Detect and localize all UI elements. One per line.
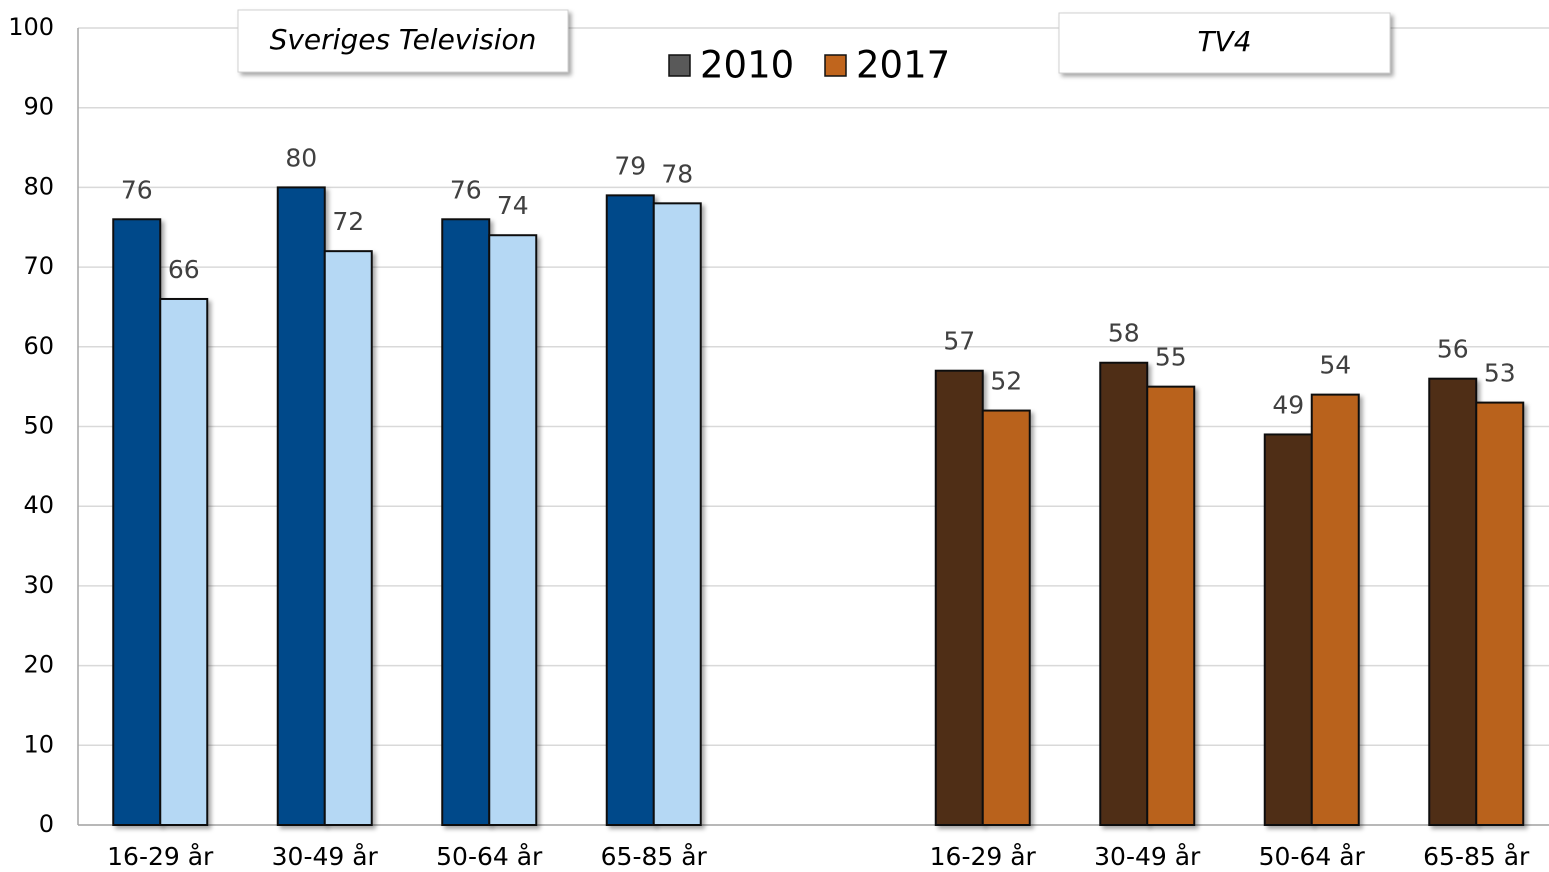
x-tick-label: 30-49 år	[1094, 842, 1201, 871]
bar	[112, 218, 162, 826]
x-tick-label: 16-29 år	[930, 842, 1037, 871]
labels: 16-29 år 76 66 30-49 år 80 72 50-64 år 76 74 65-8…	[107, 9, 1530, 871]
value-label: 74	[497, 191, 529, 220]
value-label: 56	[1437, 335, 1469, 364]
x-tick-label: 65-85 år	[1423, 842, 1530, 871]
value-label: 53	[1484, 359, 1516, 388]
y-tick-label: 90	[23, 93, 54, 121]
y-tick-label: 0	[39, 810, 54, 838]
value-label: 72	[332, 207, 364, 236]
annotation: Sveriges Television	[270, 23, 537, 56]
bar	[652, 202, 702, 826]
y-tick-label: 50	[23, 412, 54, 440]
legend-label: 2017	[856, 44, 950, 87]
bar	[323, 250, 373, 827]
bar	[1263, 433, 1313, 826]
bar	[981, 409, 1031, 826]
value-label: 79	[614, 151, 646, 180]
y-tick-label: 100	[8, 13, 54, 41]
value-label: 52	[990, 367, 1022, 396]
annotation-box	[1058, 12, 1391, 74]
y-tick-label: 20	[23, 651, 54, 679]
value-label: 58	[1108, 319, 1140, 348]
y-tick-label: 30	[23, 571, 54, 599]
value-label: 57	[943, 327, 975, 356]
bar	[488, 234, 538, 827]
bar	[605, 194, 655, 826]
bar	[1310, 393, 1360, 826]
value-label: 49	[1272, 390, 1304, 419]
bar	[441, 218, 491, 826]
x-tick-label: 65-85 år	[601, 842, 708, 871]
legend-swatch	[668, 54, 691, 77]
bar	[1475, 401, 1525, 826]
x-tick-label: 16-29 år	[107, 842, 214, 871]
bar	[276, 186, 326, 826]
x-tick-label: 30-49 år	[272, 842, 379, 871]
x-tick-label: 50-64 år	[1259, 842, 1366, 871]
y-tick-label: 70	[23, 252, 54, 280]
value-label: 55	[1155, 343, 1187, 372]
y-tick-label: 40	[23, 491, 54, 519]
x-tick-label: 50-64 år	[436, 842, 543, 871]
value-label: 66	[168, 255, 200, 284]
y-tick-label: 10	[23, 730, 54, 758]
value-label: 76	[450, 175, 482, 204]
y-tick-label: 60	[23, 332, 54, 360]
annotation: TV4	[1197, 25, 1251, 58]
legend-swatch	[824, 54, 847, 77]
annotation-box	[237, 9, 569, 73]
bar	[1146, 385, 1196, 826]
value-label: 76	[121, 175, 153, 204]
bar	[1099, 361, 1149, 826]
bar	[1428, 377, 1478, 826]
bar	[159, 297, 209, 827]
value-label: 80	[285, 143, 317, 172]
marks	[112, 186, 1525, 827]
legend-label: 2010	[700, 44, 794, 87]
value-label: 54	[1319, 351, 1351, 380]
value-label: 78	[661, 159, 693, 188]
y-tick-label: 80	[23, 172, 54, 200]
bar	[934, 369, 984, 826]
